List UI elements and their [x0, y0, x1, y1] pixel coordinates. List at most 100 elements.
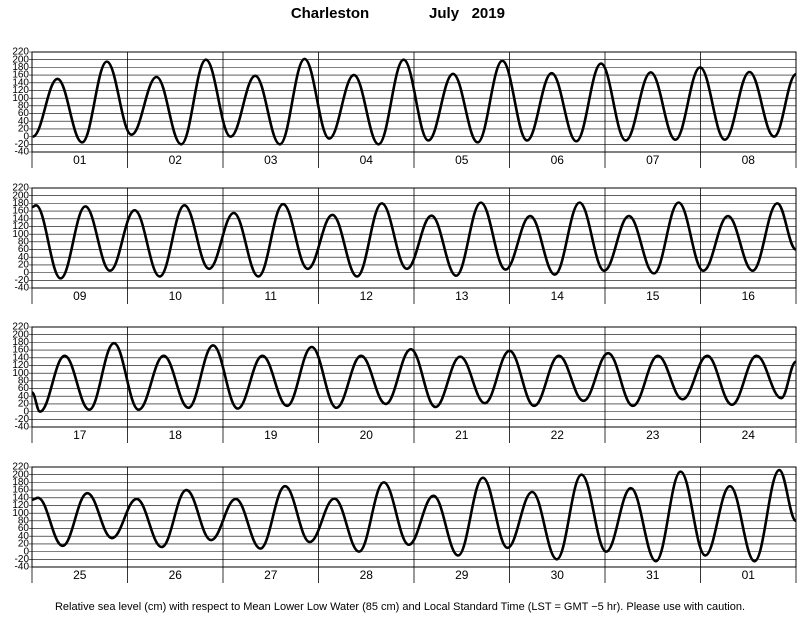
y-tick-label: 100: [12, 508, 29, 519]
x-tick-label: 04: [360, 153, 374, 167]
y-tick-label: 140: [12, 352, 29, 363]
y-tick-label: 220: [12, 47, 29, 58]
y-tick-label: 180: [12, 477, 29, 488]
x-tick-label: 26: [169, 568, 183, 582]
y-tick-label: 0: [23, 131, 29, 142]
y-tick-label: -40: [15, 283, 30, 294]
y-tick-label: 80: [18, 375, 30, 386]
x-tick-label: 16: [742, 289, 756, 303]
y-tick-label: 60: [18, 383, 30, 394]
y-tick-label: 80: [18, 100, 30, 111]
y-tick-label: 40: [18, 531, 30, 542]
x-tick-label: 15: [646, 289, 660, 303]
tide-line: [31, 201, 798, 280]
chart-title: Charleston: [291, 5, 369, 22]
y-tick-label: 40: [18, 252, 30, 263]
y-tick-label: 0: [23, 267, 29, 278]
y-tick-label: -20: [15, 554, 30, 565]
y-tick-label: 80: [18, 236, 30, 247]
y-tick-label: 120: [12, 85, 29, 96]
y-tick-label: 120: [12, 360, 29, 371]
chart-subtitle: July 2019: [429, 5, 505, 22]
x-tick-label: 07: [646, 153, 660, 167]
x-tick-label: 25: [73, 568, 87, 582]
plot-frame: [31, 466, 797, 568]
x-tick-label: 14: [551, 289, 565, 303]
y-tick-label: -40: [15, 147, 30, 158]
y-tick-label: 180: [12, 198, 29, 209]
x-tick-label: 02: [169, 153, 183, 167]
x-tick-label: 23: [646, 428, 660, 442]
y-tick-label: 20: [18, 539, 30, 550]
x-tick-label: 03: [264, 153, 278, 167]
y-tick-label: -20: [15, 139, 30, 150]
x-tick-label: 01: [73, 153, 87, 167]
x-tick-label: 09: [73, 289, 87, 303]
y-tick-label: 40: [18, 391, 30, 402]
y-tick-label: 20: [18, 260, 30, 271]
x-tick-label: 11: [265, 289, 278, 303]
y-tick-label: 100: [12, 93, 29, 104]
x-tick-label: 29: [455, 568, 469, 582]
y-tick-label: 220: [12, 462, 29, 473]
x-tick-label: 05: [455, 153, 469, 167]
y-tick-label: 200: [12, 54, 29, 65]
x-tick-label: 10: [169, 289, 183, 303]
y-tick-label: 160: [12, 485, 29, 496]
y-tick-label: 160: [12, 345, 29, 356]
plot-frame: [31, 187, 797, 289]
y-tick-label: -40: [15, 562, 30, 573]
x-tick-label: 06: [551, 153, 565, 167]
y-tick-label: 160: [12, 70, 29, 81]
x-tick-label: 13: [455, 289, 469, 303]
tide-line: [31, 468, 798, 563]
tide-line: [30, 341, 798, 413]
y-tick-label: 100: [12, 368, 29, 379]
tide-line: [32, 57, 798, 146]
y-tick-label: 140: [12, 77, 29, 88]
y-tick-label: 60: [18, 108, 30, 119]
x-tick-label: 01: [742, 568, 756, 582]
y-tick-label: 20: [18, 399, 30, 410]
y-tick-label: 80: [18, 515, 30, 526]
y-tick-label: 60: [18, 523, 30, 534]
x-tick-label: 22: [551, 428, 565, 442]
y-tick-label: 40: [18, 116, 30, 127]
y-tick-label: -20: [15, 275, 30, 286]
y-tick-label: -40: [15, 422, 30, 433]
y-tick-label: 160: [12, 206, 29, 217]
y-tick-label: 140: [12, 213, 29, 224]
y-tick-label: 180: [12, 337, 29, 348]
x-tick-label: 18: [169, 428, 183, 442]
y-tick-label: 200: [12, 329, 29, 340]
x-tick-label: 28: [360, 568, 374, 582]
x-tick-label: 20: [360, 428, 374, 442]
y-tick-label: 20: [18, 124, 30, 135]
y-tick-label: 220: [12, 183, 29, 194]
y-tick-label: 200: [12, 190, 29, 201]
y-tick-label: 0: [23, 546, 29, 557]
x-tick-label: 21: [455, 428, 469, 442]
caption: Relative sea level (cm) with respect to …: [55, 601, 745, 613]
plot-frame: [31, 326, 797, 428]
plot-frame: [31, 51, 797, 153]
y-tick-label: 140: [12, 492, 29, 503]
y-tick-label: 180: [12, 62, 29, 73]
y-tick-label: 100: [12, 229, 29, 240]
y-tick-label: 120: [12, 221, 29, 232]
y-tick-label: 60: [18, 244, 30, 255]
x-tick-label: 19: [264, 428, 278, 442]
x-tick-label: 27: [264, 568, 278, 582]
y-tick-label: 0: [23, 406, 29, 417]
x-tick-label: 08: [742, 153, 756, 167]
y-tick-label: 200: [12, 469, 29, 480]
x-tick-label: 12: [360, 289, 374, 303]
y-tick-label: 120: [12, 500, 29, 511]
x-tick-label: 17: [73, 428, 87, 442]
y-tick-label: 220: [12, 322, 29, 333]
x-tick-label: 24: [742, 428, 756, 442]
y-tick-label: -20: [15, 414, 30, 425]
x-tick-label: 31: [646, 568, 660, 582]
x-tick-label: 30: [551, 568, 565, 582]
